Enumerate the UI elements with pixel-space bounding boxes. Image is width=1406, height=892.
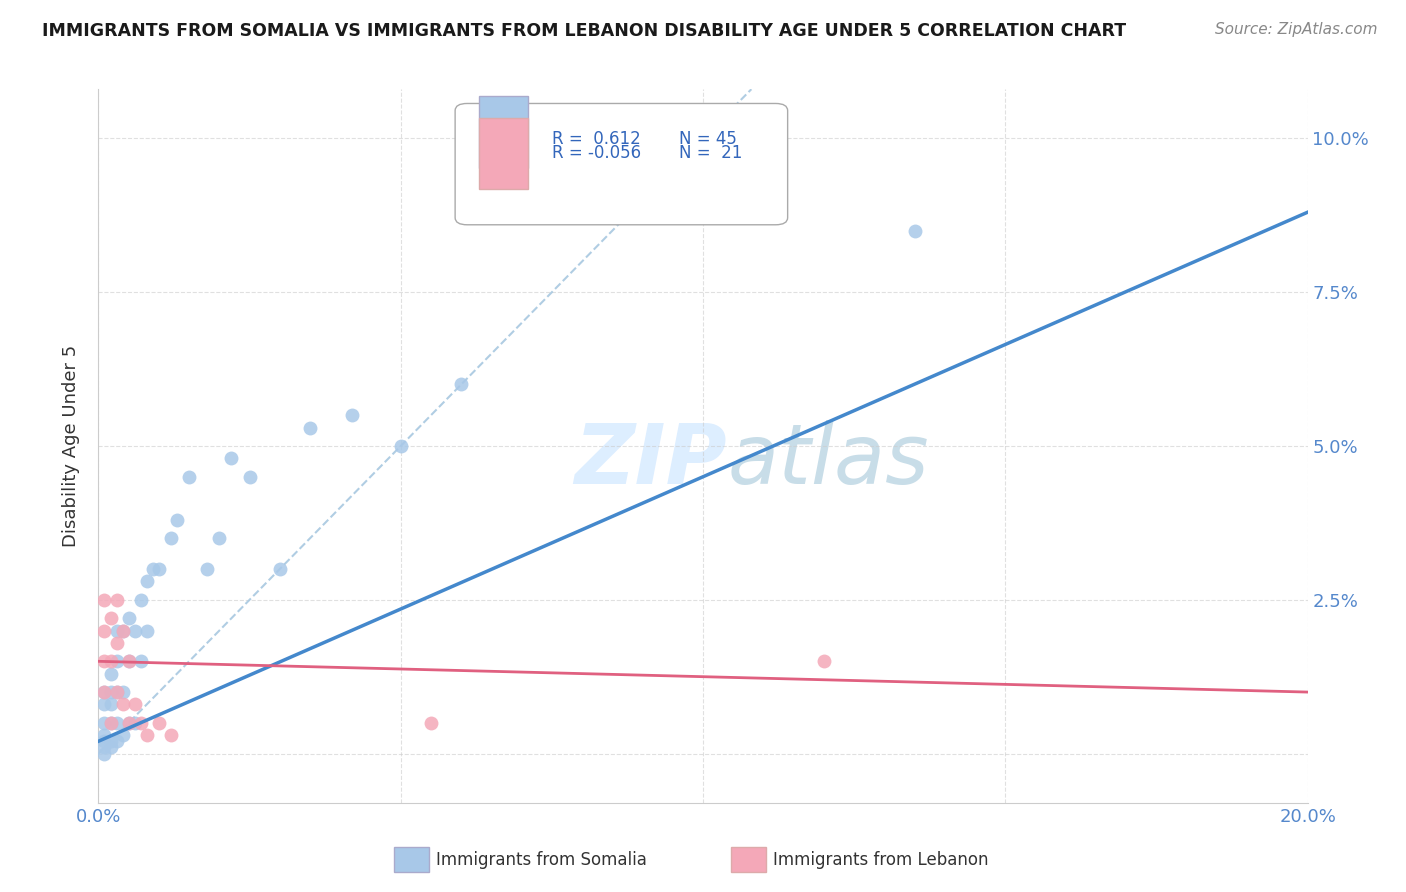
Point	[135, 574, 157, 589]
Text: R = -0.056: R = -0.056	[551, 145, 641, 162]
Point	[129, 592, 152, 607]
Bar	[479, 118, 527, 189]
Point	[124, 715, 146, 730]
Point	[195, 562, 218, 576]
Point	[105, 592, 128, 607]
Point	[93, 685, 115, 699]
Point	[124, 624, 146, 638]
Point	[100, 611, 122, 625]
Point	[100, 715, 122, 730]
Text: Source: ZipAtlas.com: Source: ZipAtlas.com	[1215, 22, 1378, 37]
Point	[269, 562, 291, 576]
Point	[160, 531, 183, 545]
Point	[100, 698, 122, 712]
Point	[100, 685, 122, 699]
Point	[111, 728, 134, 742]
Point	[105, 734, 128, 748]
Point	[118, 611, 141, 625]
Point	[105, 624, 128, 638]
Point	[221, 451, 243, 466]
Point	[148, 715, 170, 730]
Text: R =  0.612: R = 0.612	[551, 130, 641, 148]
Point	[135, 728, 157, 742]
Point	[129, 654, 152, 668]
Text: atlas: atlas	[727, 420, 929, 500]
Point	[93, 740, 115, 755]
Point	[118, 654, 141, 668]
Text: IMMIGRANTS FROM SOMALIA VS IMMIGRANTS FROM LEBANON DISABILITY AGE UNDER 5 CORREL: IMMIGRANTS FROM SOMALIA VS IMMIGRANTS FR…	[42, 22, 1126, 40]
Text: ZIP: ZIP	[575, 420, 727, 500]
Point	[904, 224, 927, 238]
Point	[208, 531, 231, 545]
Point	[93, 715, 115, 730]
Point	[100, 740, 122, 755]
Point	[299, 420, 322, 434]
Point	[93, 734, 115, 748]
Point	[142, 562, 165, 576]
Point	[111, 624, 134, 638]
Point	[389, 439, 412, 453]
Point	[148, 562, 170, 576]
Point	[420, 715, 443, 730]
Point	[100, 654, 122, 668]
Point	[135, 624, 157, 638]
Point	[813, 654, 835, 668]
Point	[93, 685, 115, 699]
Point	[93, 698, 115, 712]
Y-axis label: Disability Age Under 5: Disability Age Under 5	[62, 345, 80, 547]
Point	[166, 513, 188, 527]
Point	[450, 377, 472, 392]
Text: N =  21: N = 21	[679, 145, 742, 162]
Point	[105, 654, 128, 668]
Point	[105, 685, 128, 699]
Point	[111, 698, 134, 712]
FancyBboxPatch shape	[456, 103, 787, 225]
Point	[160, 728, 183, 742]
Point	[124, 698, 146, 712]
Point	[239, 469, 262, 483]
Point	[100, 666, 122, 681]
Point	[105, 715, 128, 730]
Point	[129, 715, 152, 730]
Point	[105, 636, 128, 650]
Point	[118, 654, 141, 668]
Point	[111, 624, 134, 638]
Point	[93, 728, 115, 742]
Text: Immigrants from Lebanon: Immigrants from Lebanon	[773, 851, 988, 869]
Point	[111, 685, 134, 699]
Point	[93, 592, 115, 607]
Text: Immigrants from Somalia: Immigrants from Somalia	[436, 851, 647, 869]
Point	[93, 654, 115, 668]
Point	[93, 624, 115, 638]
Bar	[479, 96, 527, 168]
Point	[93, 747, 115, 761]
Text: N = 45: N = 45	[679, 130, 737, 148]
Point	[179, 469, 201, 483]
Point	[100, 715, 122, 730]
Point	[100, 734, 122, 748]
Point	[118, 715, 141, 730]
Point	[342, 409, 364, 423]
Point	[118, 715, 141, 730]
Point	[105, 685, 128, 699]
